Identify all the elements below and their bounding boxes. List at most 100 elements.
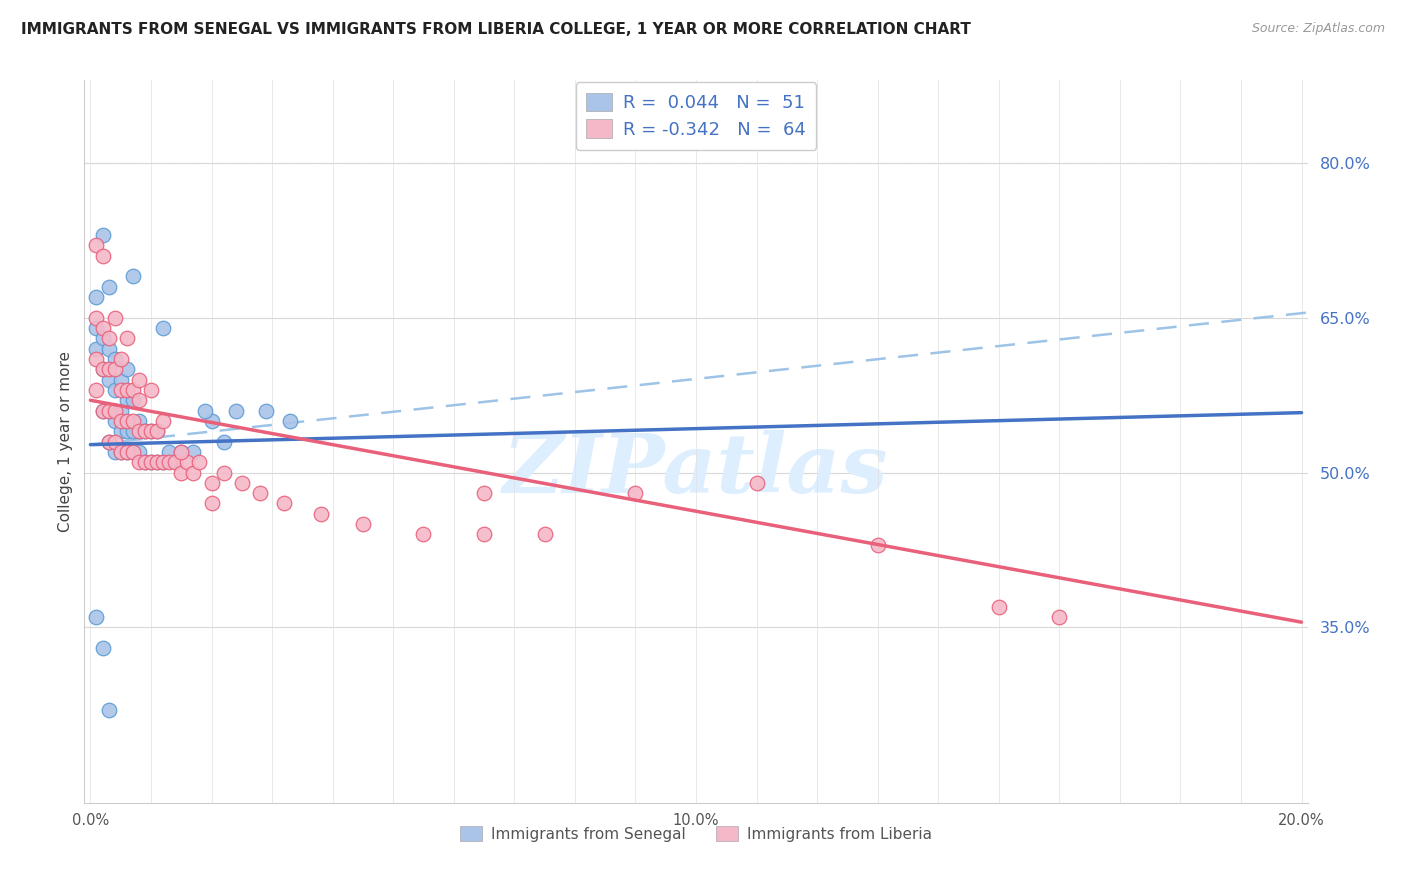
Point (91, 321, 114, 335)
Point (472, 486, 495, 500)
Point (121, 445, 143, 459)
Point (110, 373, 132, 387)
Point (110, 414, 132, 428)
Point (128, 373, 150, 387)
Point (91, 362, 114, 376)
Point (134, 455, 156, 469)
Point (115, 383, 138, 397)
Point (200, 475, 222, 490)
Point (157, 455, 180, 469)
Point (121, 393, 143, 408)
Point (146, 455, 169, 469)
Point (121, 383, 143, 397)
Point (115, 445, 138, 459)
Point (188, 455, 211, 469)
Point (110, 445, 132, 459)
Point (115, 331, 138, 345)
Point (115, 362, 138, 376)
Point (86, 238, 108, 252)
Point (110, 445, 132, 459)
Point (104, 414, 127, 428)
Point (533, 527, 555, 541)
Point (194, 403, 217, 417)
Point (200, 496, 222, 510)
Point (309, 507, 332, 521)
Point (121, 445, 143, 459)
Point (987, 599, 1010, 614)
Point (91, 640, 114, 655)
Point (128, 424, 150, 438)
Point (104, 403, 127, 417)
Point (183, 466, 205, 480)
Point (866, 538, 889, 552)
Point (97, 342, 120, 356)
Point (170, 466, 193, 480)
Point (139, 383, 162, 397)
Point (152, 455, 174, 469)
Point (212, 466, 235, 480)
Point (104, 351, 127, 366)
Point (200, 414, 222, 428)
Point (110, 424, 132, 438)
Point (115, 414, 138, 428)
Point (91, 331, 114, 345)
Point (624, 486, 647, 500)
Text: ZIPatlas: ZIPatlas (503, 431, 889, 510)
Point (104, 310, 127, 325)
Point (121, 414, 143, 428)
Point (86, 351, 108, 366)
Point (352, 517, 374, 532)
Point (121, 424, 143, 438)
Point (134, 424, 156, 438)
Point (97, 434, 120, 449)
Point (104, 383, 127, 397)
Point (176, 455, 198, 469)
Point (97, 331, 120, 345)
Point (745, 475, 768, 490)
Point (128, 393, 150, 408)
Point (152, 455, 174, 469)
Point (139, 424, 162, 438)
Point (86, 310, 108, 325)
Point (278, 414, 301, 428)
Point (1047, 610, 1070, 624)
Point (86, 383, 108, 397)
Point (146, 455, 169, 469)
Point (91, 249, 114, 263)
Point (91, 403, 114, 417)
Point (91, 403, 114, 417)
Point (110, 383, 132, 397)
Point (134, 455, 156, 469)
Point (104, 445, 127, 459)
Point (121, 269, 143, 284)
Point (115, 424, 138, 438)
Point (104, 362, 127, 376)
Point (249, 486, 271, 500)
Point (115, 445, 138, 459)
Point (472, 527, 495, 541)
Text: IMMIGRANTS FROM SENEGAL VS IMMIGRANTS FROM LIBERIA COLLEGE, 1 YEAR OR MORE CORRE: IMMIGRANTS FROM SENEGAL VS IMMIGRANTS FR… (21, 22, 972, 37)
Point (91, 228, 114, 243)
Point (146, 424, 169, 438)
Point (146, 424, 169, 438)
Point (165, 455, 187, 469)
Point (139, 424, 162, 438)
Point (97, 403, 120, 417)
Point (128, 414, 150, 428)
Point (86, 610, 108, 624)
Point (86, 290, 108, 304)
Point (97, 362, 120, 376)
Legend: Immigrants from Senegal, Immigrants from Liberia: Immigrants from Senegal, Immigrants from… (453, 818, 939, 849)
Point (165, 455, 187, 469)
Point (152, 414, 174, 428)
Point (91, 362, 114, 376)
Text: Source: ZipAtlas.com: Source: ZipAtlas.com (1251, 22, 1385, 36)
Point (183, 445, 205, 459)
Point (231, 475, 253, 490)
Point (212, 434, 235, 449)
Y-axis label: College, 1 year or more: College, 1 year or more (58, 351, 73, 532)
Point (157, 445, 180, 459)
Point (97, 279, 120, 293)
Point (152, 321, 174, 335)
Point (110, 351, 132, 366)
